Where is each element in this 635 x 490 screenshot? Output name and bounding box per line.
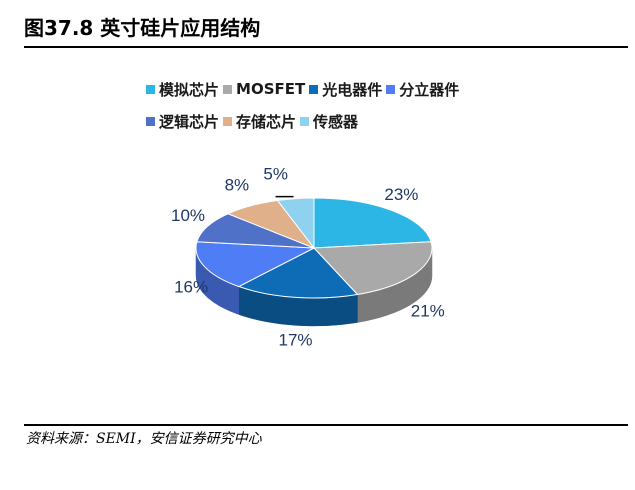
legend-label: MOSFET bbox=[236, 80, 306, 98]
legend-label: 模拟芯片 bbox=[159, 80, 220, 99]
legend-swatch bbox=[309, 84, 319, 94]
source-note: 资料来源：SEMI，安信证券研究中心 bbox=[26, 431, 262, 447]
legend-label: 分立器件 bbox=[399, 80, 460, 99]
data-label: 17% bbox=[279, 330, 313, 349]
legend-swatch bbox=[223, 84, 233, 94]
legend-item: 存储芯片 bbox=[223, 111, 296, 132]
source-divider bbox=[24, 424, 628, 426]
chart-legend: 模拟芯片 MOSFET 光电器件 分立器件 逻辑芯片 存储芯片 传感器 bbox=[146, 78, 566, 142]
title-divider bbox=[24, 46, 628, 48]
legend-swatch bbox=[300, 116, 310, 126]
legend-label: 光电器件 bbox=[322, 80, 383, 99]
legend-label: 传感器 bbox=[313, 112, 359, 131]
pie-slice bbox=[276, 197, 315, 250]
pie-slice bbox=[312, 241, 433, 296]
pie-slice bbox=[195, 241, 316, 288]
data-label: 23% bbox=[384, 185, 418, 204]
pie-slice bbox=[196, 213, 315, 249]
figure-title: 图37.8 英寸硅片应用结构 bbox=[24, 16, 261, 40]
legend-swatch bbox=[386, 84, 396, 94]
legend-swatch bbox=[146, 84, 155, 94]
legend-item: MOSFET bbox=[223, 80, 305, 98]
legend-row: 逻辑芯片 存储芯片 传感器 bbox=[146, 110, 566, 132]
pie-chart: 23% 21% 17% 16% 10% 8% 5% bbox=[171, 165, 445, 350]
pie-sides bbox=[195, 247, 433, 327]
legend-swatch bbox=[223, 116, 233, 126]
data-label: 21% bbox=[411, 302, 445, 321]
legend-item: 分立器件 bbox=[386, 79, 459, 100]
legend-label: 存储芯片 bbox=[236, 112, 297, 131]
legend-item: 传感器 bbox=[300, 111, 358, 132]
legend-item: 逻辑芯片 bbox=[146, 111, 219, 132]
legend-item: 模拟芯片 bbox=[146, 79, 219, 100]
data-label: 10% bbox=[171, 206, 205, 225]
data-label: 5% bbox=[263, 165, 288, 184]
data-label: 8% bbox=[225, 175, 250, 194]
pie-slice bbox=[313, 197, 432, 249]
legend-label: 逻辑芯片 bbox=[159, 112, 220, 131]
legend-row: 模拟芯片 MOSFET 光电器件 分立器件 bbox=[146, 78, 566, 100]
legend-item: 光电器件 bbox=[309, 79, 382, 100]
legend-swatch bbox=[146, 116, 155, 126]
pie-slice bbox=[237, 247, 359, 299]
data-label: 16% bbox=[174, 278, 208, 297]
